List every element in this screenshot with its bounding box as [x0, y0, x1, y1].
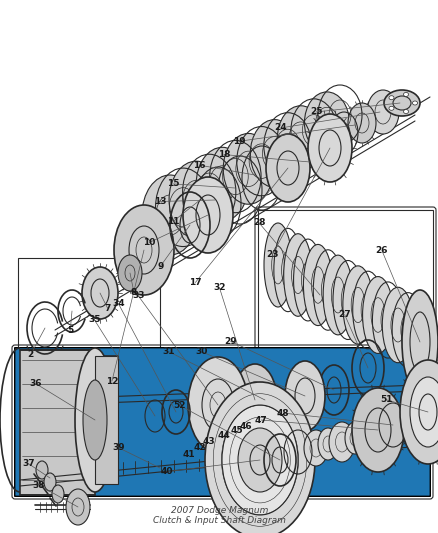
Ellipse shape: [44, 473, 56, 491]
Text: 43: 43: [202, 437, 214, 446]
FancyBboxPatch shape: [14, 348, 429, 496]
Ellipse shape: [250, 119, 298, 187]
Text: 13: 13: [154, 197, 166, 206]
Polygon shape: [20, 350, 95, 495]
Ellipse shape: [317, 428, 337, 460]
Ellipse shape: [381, 287, 413, 363]
Ellipse shape: [83, 380, 107, 460]
Ellipse shape: [307, 114, 351, 182]
Text: 41: 41: [182, 450, 194, 458]
Text: 2007 Dodge Magnum
Clutch & Input Shaft Diagram: 2007 Dodge Magnum Clutch & Input Shaft D…: [153, 506, 285, 525]
Ellipse shape: [399, 360, 438, 464]
Text: 36: 36: [30, 379, 42, 388]
Ellipse shape: [383, 90, 419, 116]
Text: 24: 24: [274, 124, 286, 132]
Text: 19: 19: [233, 137, 245, 146]
Ellipse shape: [353, 419, 373, 451]
Ellipse shape: [403, 92, 408, 96]
Ellipse shape: [401, 298, 433, 372]
Ellipse shape: [233, 364, 276, 436]
Ellipse shape: [303, 430, 327, 466]
Ellipse shape: [328, 422, 354, 462]
Ellipse shape: [351, 388, 403, 472]
Ellipse shape: [141, 175, 198, 255]
Ellipse shape: [277, 106, 323, 171]
Text: 18: 18: [217, 150, 230, 159]
Text: 15: 15: [167, 180, 179, 188]
Text: 25: 25: [309, 108, 321, 116]
Ellipse shape: [114, 205, 173, 295]
Text: 23: 23: [265, 251, 278, 259]
Text: 44: 44: [217, 432, 230, 440]
Ellipse shape: [75, 348, 115, 492]
Ellipse shape: [169, 161, 223, 238]
Text: 26: 26: [375, 246, 387, 255]
Text: 45: 45: [230, 426, 243, 435]
Text: 40: 40: [160, 467, 173, 476]
Ellipse shape: [36, 461, 48, 479]
Text: 11: 11: [167, 217, 179, 225]
Bar: [95, 356, 118, 484]
Ellipse shape: [303, 245, 332, 326]
Text: 8: 8: [131, 288, 137, 296]
Ellipse shape: [66, 489, 90, 525]
Text: 52: 52: [173, 401, 185, 409]
Text: 32: 32: [213, 284, 225, 292]
Ellipse shape: [283, 233, 311, 316]
Ellipse shape: [205, 382, 314, 533]
Ellipse shape: [362, 277, 392, 353]
Ellipse shape: [118, 255, 141, 291]
Bar: [258, 210, 432, 405]
Ellipse shape: [82, 267, 118, 319]
Ellipse shape: [366, 90, 398, 134]
Text: 34: 34: [112, 300, 124, 308]
Text: 31: 31: [162, 348, 175, 356]
Ellipse shape: [223, 133, 273, 204]
Ellipse shape: [265, 134, 309, 202]
Ellipse shape: [196, 147, 248, 221]
Text: 12: 12: [106, 377, 118, 385]
Ellipse shape: [222, 405, 297, 515]
Text: 51: 51: [379, 395, 392, 404]
Text: 42: 42: [193, 443, 205, 452]
Ellipse shape: [342, 266, 372, 344]
Ellipse shape: [347, 103, 375, 143]
Text: 29: 29: [224, 337, 236, 345]
Ellipse shape: [403, 110, 408, 114]
Ellipse shape: [388, 106, 393, 110]
Ellipse shape: [304, 92, 349, 154]
Text: 30: 30: [195, 348, 208, 356]
Ellipse shape: [284, 361, 324, 431]
Ellipse shape: [183, 177, 233, 253]
Ellipse shape: [187, 357, 247, 453]
Ellipse shape: [52, 485, 64, 503]
Ellipse shape: [401, 290, 437, 394]
Text: 2: 2: [28, 350, 34, 359]
Ellipse shape: [237, 428, 281, 492]
Ellipse shape: [412, 101, 417, 105]
Text: 5: 5: [67, 326, 73, 335]
Text: 37: 37: [22, 459, 35, 468]
Text: 7: 7: [104, 304, 110, 312]
Text: 17: 17: [189, 278, 201, 287]
Text: 39: 39: [112, 443, 124, 452]
Text: 47: 47: [254, 416, 267, 424]
Text: 28: 28: [252, 219, 265, 227]
Text: 38: 38: [32, 481, 45, 489]
Text: 33: 33: [132, 292, 144, 300]
Ellipse shape: [322, 255, 352, 335]
Ellipse shape: [344, 422, 364, 454]
Ellipse shape: [263, 223, 291, 307]
Text: 27: 27: [338, 310, 350, 319]
Text: 10: 10: [143, 238, 155, 247]
Text: 16: 16: [193, 161, 205, 169]
Ellipse shape: [409, 377, 438, 447]
Text: 35: 35: [88, 316, 100, 324]
Text: 9: 9: [157, 262, 163, 271]
Text: 46: 46: [239, 422, 251, 431]
Text: 48: 48: [276, 409, 289, 417]
Ellipse shape: [388, 96, 393, 100]
